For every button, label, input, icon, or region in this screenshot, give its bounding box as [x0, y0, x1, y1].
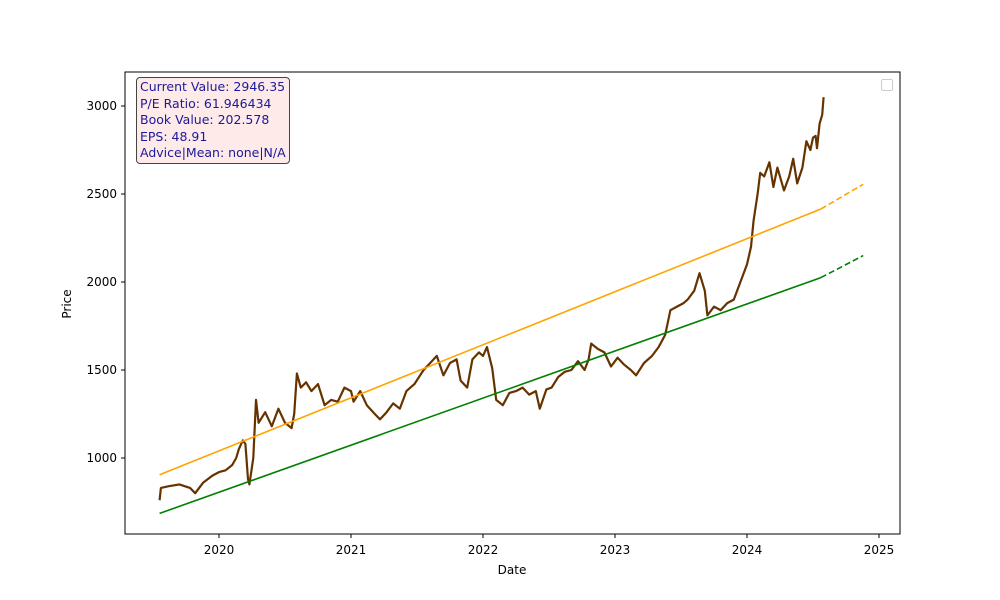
axes-frame — [124, 71, 901, 535]
advice-text: Advice|Mean: none|N/A — [140, 145, 286, 161]
x-tick-label: 2022 — [468, 543, 499, 557]
x-axis: 2020 2021 2022 2023 2024 2025 — [204, 534, 895, 557]
y-axis: 1000 1500 2000 2500 3000 — [86, 99, 125, 465]
y-tick-label: 1500 — [86, 363, 117, 377]
y-tick-label: 2500 — [86, 187, 117, 201]
series-lower-trend-projection — [820, 254, 864, 279]
current-value-text: Current Value: 2946.35 — [140, 79, 286, 94]
y-tick-label: 2000 — [86, 275, 117, 289]
x-tick-label: 2024 — [732, 543, 763, 557]
x-axis-label: Date — [498, 563, 527, 577]
plot-area — [158, 97, 864, 515]
x-tick-label: 2025 — [864, 543, 895, 557]
x-tick-label: 2020 — [204, 543, 235, 557]
y-axis-label: Price — [60, 289, 74, 318]
x-tick-label: 2021 — [336, 543, 367, 557]
stock-info-box: Current Value: 2946.35 P/E Ratio: 61.946… — [136, 77, 290, 164]
legend — [881, 79, 893, 91]
y-tick-label: 1000 — [86, 451, 117, 465]
series-lower-trend — [159, 276, 822, 515]
book-value-text: Book Value: 202.578 — [140, 112, 270, 128]
series-upper-trend — [159, 208, 822, 476]
x-tick-label: 2023 — [600, 543, 631, 557]
eps-text: EPS: 48.91 — [140, 128, 208, 144]
y-tick-label: 3000 — [86, 99, 117, 113]
series-price — [158, 97, 825, 501]
pe-ratio-text: P/E Ratio: 61.946434 — [140, 95, 272, 111]
series-upper-trend-projection — [820, 183, 864, 210]
